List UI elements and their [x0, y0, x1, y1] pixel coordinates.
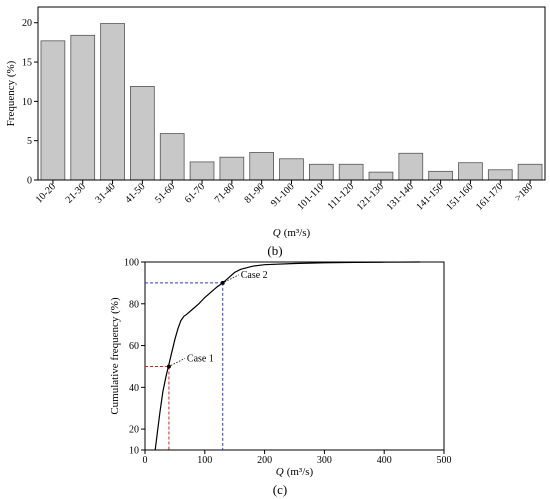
- x-tick-label: 121-130: [355, 181, 386, 212]
- x-tick-label: 300: [317, 455, 332, 466]
- x-tick-label: 71-80: [213, 181, 237, 205]
- x-tick-label: 100: [197, 455, 212, 466]
- case-point: [220, 280, 225, 285]
- bar-x-axis: 10-20 21-30 31-40 41-50 51-60 61-70 71-80 81-90…: [34, 180, 535, 213]
- cumulative-frequency-line: [154, 261, 421, 451]
- panel-label-b: (b): [267, 243, 282, 258]
- x-tick-label: >180: [513, 181, 535, 203]
- x-tick-label: 111-120: [325, 181, 356, 212]
- bar: [219, 156, 245, 181]
- bar-chart-panel: 0 5 10 15 20 10-20 21-30 31-40 41-50 51-60 61-70 7…: [5, 6, 546, 258]
- y-tick-label: 80: [129, 299, 139, 310]
- x-tick-label: 10-20: [34, 181, 58, 205]
- x-tick-label: 0: [143, 455, 148, 466]
- x-tick-label: 91-100: [269, 181, 297, 209]
- y-tick-label: 5: [27, 136, 32, 147]
- y-tick-label: 10: [129, 446, 139, 457]
- x-tick-label: 131-140: [385, 181, 416, 212]
- bar: [487, 169, 513, 181]
- case-label: Case 1: [187, 353, 214, 364]
- bar: [308, 163, 334, 181]
- bar: [517, 163, 543, 181]
- cumulative-x-axis: 0 100 200 300 400 500: [143, 450, 452, 466]
- y-tick-label: 0: [27, 176, 32, 187]
- x-tick-label: 41-50: [123, 181, 147, 205]
- bar-series: [40, 23, 543, 181]
- x-tick-label: 61-70: [183, 181, 207, 205]
- x-tick-label: 400: [377, 455, 392, 466]
- case-annotations: Case 1 Case 2: [166, 270, 268, 369]
- cumulative-x-axis-label: Q (m³/s): [276, 466, 314, 478]
- bar-y-axis: 0 5 10 15 20: [22, 18, 38, 187]
- bar: [458, 162, 483, 181]
- x-tick-label: 161-170: [474, 181, 505, 212]
- bar: [159, 133, 185, 181]
- case-leader: [170, 358, 186, 366]
- bar-x-axis-label: Q (m³/s): [273, 227, 311, 239]
- x-tick-label: 101-110: [295, 181, 326, 212]
- case-point: [166, 364, 171, 369]
- panel-label-c: (c): [273, 482, 287, 497]
- case-label: Case 2: [241, 270, 268, 281]
- y-tick-label: 40: [129, 383, 139, 394]
- x-tick-label: 500: [437, 455, 452, 466]
- x-tick-label: 151-160: [444, 181, 475, 212]
- bar: [40, 40, 66, 181]
- bar: [189, 161, 215, 181]
- bar: [398, 152, 424, 181]
- bar-y-axis-label: Frequency (%): [5, 60, 17, 126]
- y-tick-label: 10: [22, 97, 32, 108]
- x-tick-label: 141-150: [414, 181, 445, 212]
- bar: [70, 34, 96, 181]
- cumulative-chart-panel: Case 1 Case 2 10 20 40 60 80 100 0 100 200 300 400…: [109, 258, 452, 498]
- case-leader: [224, 274, 239, 283]
- y-tick-label: 60: [129, 341, 139, 352]
- bar: [279, 158, 304, 181]
- x-tick-label: 21-30: [64, 181, 88, 205]
- x-tick-label: 51-60: [153, 181, 177, 205]
- y-tick-label: 20: [129, 425, 139, 436]
- cumulative-y-axis-label: Cumulative frequency (%): [109, 297, 121, 415]
- bar: [428, 170, 453, 181]
- cumulative-y-axis: 10 20 40 60 80 100: [124, 258, 145, 457]
- cumulative-chart-frame: [144, 261, 445, 451]
- x-tick-label: 81-90: [243, 181, 267, 205]
- bar: [130, 86, 155, 181]
- bar: [368, 171, 394, 181]
- y-tick-label: 15: [22, 58, 32, 69]
- bar-x-axis-label-var: Q: [273, 227, 281, 239]
- bar: [338, 163, 364, 181]
- y-tick-label: 100: [124, 258, 139, 269]
- bar: [249, 152, 275, 181]
- cumulative-x-axis-label-var: Q: [276, 466, 284, 478]
- x-tick-label: 31-40: [93, 181, 117, 205]
- x-tick-label: 200: [257, 455, 272, 466]
- y-tick-label: 20: [22, 18, 32, 29]
- case-guide-lines: [145, 282, 224, 450]
- bar: [100, 23, 125, 181]
- bar-x-axis-label-unit: (m³/s): [284, 227, 311, 239]
- cumulative-x-axis-label-unit: (m³/s): [287, 466, 314, 478]
